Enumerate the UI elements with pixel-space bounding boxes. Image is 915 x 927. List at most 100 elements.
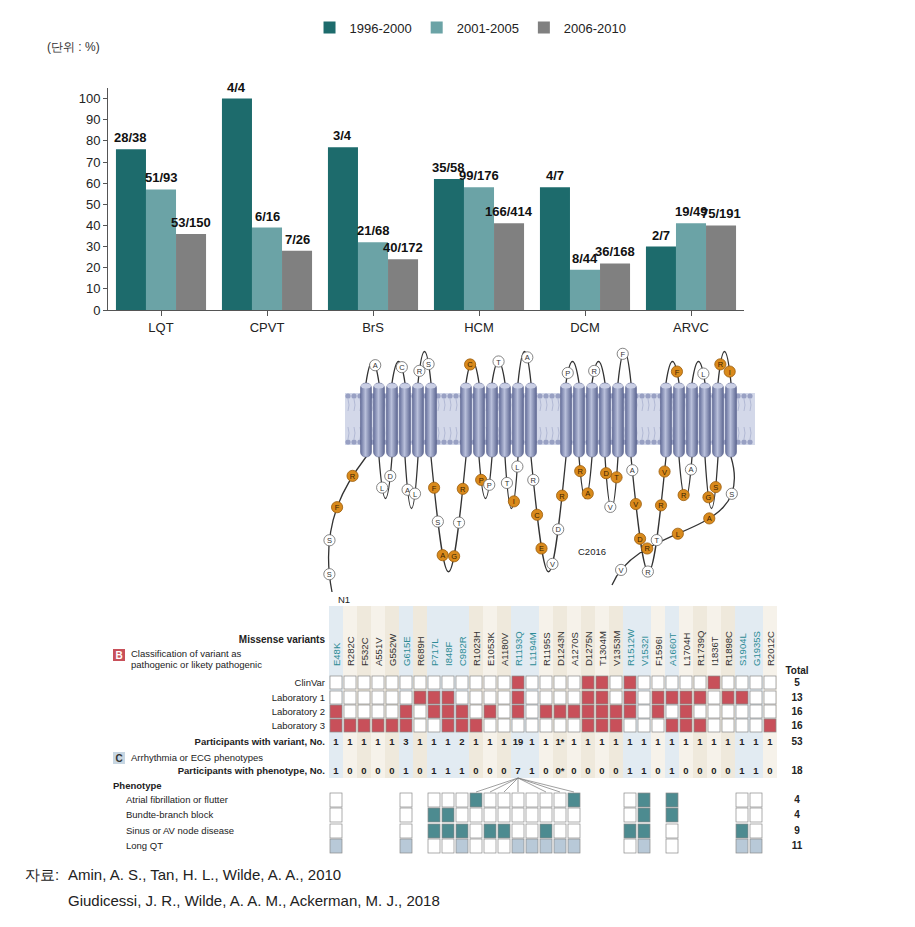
- svg-text:0: 0: [711, 765, 716, 776]
- svg-text:1: 1: [431, 765, 437, 776]
- svg-text:V: V: [550, 560, 555, 569]
- svg-text:1: 1: [641, 736, 647, 747]
- svg-text:C: C: [399, 363, 405, 372]
- svg-text:V: V: [662, 468, 667, 477]
- svg-text:1: 1: [389, 736, 395, 747]
- svg-text:D1243N: D1243N: [555, 631, 566, 666]
- svg-text:G615E: G615E: [401, 636, 412, 666]
- svg-text:LQT: LQT: [148, 320, 173, 335]
- svg-text:6/16: 6/16: [255, 209, 280, 224]
- svg-text:8/44: 8/44: [572, 251, 598, 266]
- svg-text:S: S: [713, 483, 718, 492]
- svg-text:C: C: [467, 360, 473, 369]
- svg-text:0*: 0*: [556, 765, 565, 776]
- svg-text:0: 0: [697, 765, 702, 776]
- svg-text:P: P: [487, 481, 492, 490]
- svg-text:F532C: F532C: [359, 637, 370, 666]
- svg-text:P: P: [479, 476, 484, 485]
- svg-text:S: S: [426, 360, 431, 369]
- svg-text:E1053K: E1053K: [485, 632, 496, 666]
- svg-text:53/150: 53/150: [171, 215, 211, 230]
- svg-text:7/26: 7/26: [285, 232, 310, 247]
- svg-text:0: 0: [389, 765, 394, 776]
- svg-text:R: R: [460, 485, 466, 494]
- svg-text:16: 16: [791, 720, 803, 731]
- svg-text:1: 1: [627, 765, 633, 776]
- svg-text:D: D: [603, 469, 609, 478]
- svg-text:80: 80: [86, 133, 100, 148]
- svg-text:0: 0: [487, 765, 492, 776]
- svg-text:A551V: A551V: [373, 637, 384, 666]
- svg-text:5: 5: [794, 677, 800, 688]
- svg-text:R: R: [591, 367, 597, 376]
- svg-text:1: 1: [571, 736, 577, 747]
- svg-text:F: F: [675, 368, 680, 377]
- svg-text:D: D: [555, 525, 561, 534]
- svg-text:S: S: [327, 570, 332, 579]
- svg-text:I: I: [513, 497, 515, 506]
- svg-text:3/4: 3/4: [333, 128, 352, 143]
- svg-text:L: L: [701, 370, 705, 379]
- svg-text:0: 0: [683, 765, 688, 776]
- svg-text:1: 1: [753, 765, 759, 776]
- svg-text:R: R: [531, 476, 537, 485]
- svg-text:0: 0: [767, 765, 772, 776]
- svg-text:L: L: [676, 530, 680, 539]
- svg-text:70: 70: [86, 155, 100, 170]
- svg-text:90: 90: [86, 112, 100, 127]
- svg-text:A: A: [525, 353, 530, 362]
- svg-text:G552W: G552W: [387, 634, 398, 666]
- svg-text:40/172: 40/172: [383, 240, 423, 255]
- svg-text:R1512W: R1512W: [625, 629, 636, 666]
- svg-text:16: 16: [791, 706, 803, 717]
- svg-text:1: 1: [767, 736, 773, 747]
- svg-text:1: 1: [711, 736, 717, 747]
- svg-text:1: 1: [473, 736, 479, 747]
- svg-text:A: A: [630, 466, 635, 475]
- svg-text:E: E: [539, 544, 544, 553]
- svg-text:4: 4: [794, 794, 800, 805]
- svg-text:R: R: [417, 367, 423, 376]
- svg-text:E48K: E48K: [331, 642, 342, 666]
- svg-text:0: 0: [655, 765, 660, 776]
- svg-text:V: V: [619, 566, 624, 575]
- svg-text:Phenotype: Phenotype: [113, 780, 162, 791]
- svg-text:L: L: [413, 490, 417, 499]
- svg-text:1: 1: [655, 736, 661, 747]
- svg-text:1: 1: [333, 765, 339, 776]
- svg-text:1: 1: [529, 736, 535, 747]
- svg-text:1: 1: [361, 736, 367, 747]
- svg-text:S: S: [729, 490, 734, 499]
- svg-text:L: L: [380, 484, 384, 493]
- svg-text:1: 1: [725, 736, 731, 747]
- svg-text:Sinus or AV node disease: Sinus or AV node disease: [126, 825, 234, 836]
- svg-text:0: 0: [375, 765, 380, 776]
- svg-text:0: 0: [417, 765, 422, 776]
- svg-text:R1898C: R1898C: [723, 631, 734, 666]
- svg-text:N1: N1: [338, 594, 350, 605]
- svg-text:F1596I: F1596I: [653, 636, 664, 666]
- svg-text:Amin, A. S., Tan, H. L., Wilde: Amin, A. S., Tan, H. L., Wilde, A. A., 2…: [68, 866, 341, 883]
- svg-text:0: 0: [543, 765, 548, 776]
- svg-text:V: V: [633, 500, 638, 509]
- svg-text:1: 1: [753, 736, 759, 747]
- svg-text:19: 19: [513, 736, 524, 747]
- svg-text:C: C: [534, 511, 540, 520]
- svg-text:1: 1: [669, 765, 675, 776]
- svg-text:1: 1: [697, 736, 703, 747]
- svg-text:28/38: 28/38: [114, 130, 147, 145]
- svg-text:13: 13: [791, 692, 803, 703]
- svg-text:R: R: [645, 544, 651, 553]
- svg-text:1: 1: [487, 736, 493, 747]
- svg-text:1: 1: [641, 765, 647, 776]
- svg-text:0: 0: [473, 765, 478, 776]
- svg-text:0: 0: [571, 765, 576, 776]
- svg-text:Arrhythmia or ECG phenotypes: Arrhythmia or ECG phenotypes: [131, 752, 263, 763]
- svg-text:2: 2: [459, 736, 464, 747]
- svg-text:0: 0: [725, 765, 730, 776]
- svg-text:CPVT: CPVT: [250, 320, 285, 335]
- svg-text:4/4: 4/4: [227, 80, 246, 95]
- svg-text:166/414: 166/414: [485, 204, 533, 219]
- svg-text:R1739Q: R1739Q: [695, 631, 706, 666]
- svg-text:1: 1: [375, 736, 381, 747]
